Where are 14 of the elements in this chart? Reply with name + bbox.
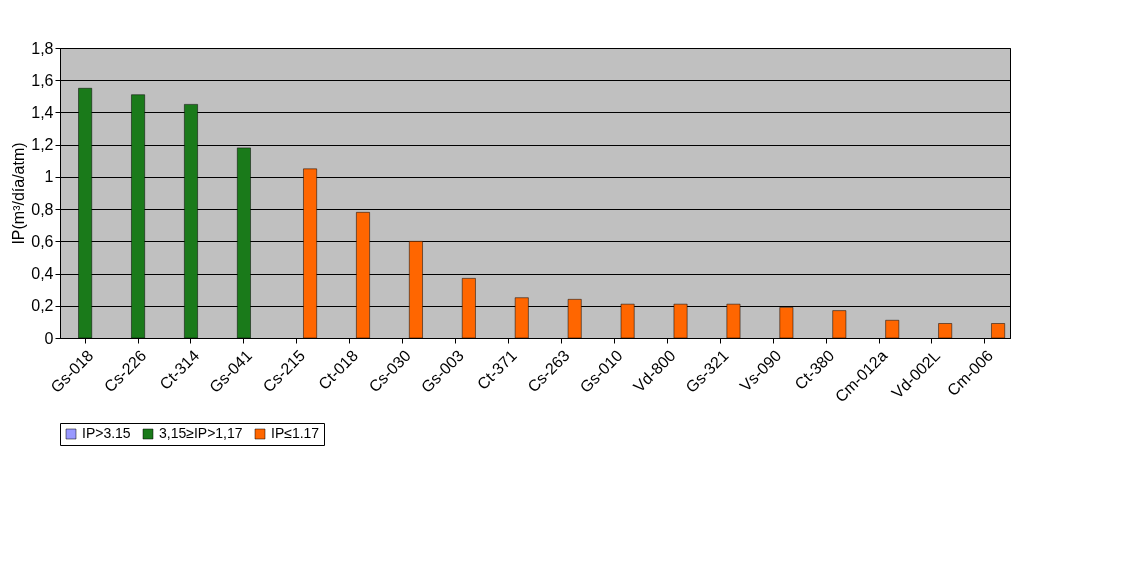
y-tick-label: 0	[44, 329, 54, 347]
y-tick-label: 0,4	[31, 265, 54, 283]
y-axis-title: IP(m³/día/atm)	[10, 142, 28, 245]
y-tick-label: 0,8	[31, 200, 54, 218]
y-tick-label: 1,8	[31, 39, 54, 57]
y-tick-label: 1,6	[31, 71, 54, 89]
legend-label: 3,15≥IP>1,17	[159, 425, 243, 441]
y-tick-label: 1,2	[31, 136, 54, 154]
y-tick-label: 0,2	[31, 297, 54, 315]
y-tick-label: 1,4	[31, 103, 54, 121]
y-tick-label: 0,6	[31, 232, 54, 250]
legend-label: IP≤1.17	[271, 425, 320, 441]
y-tick-label: 1	[44, 168, 54, 186]
legend-label: IP>3.15	[82, 425, 131, 441]
